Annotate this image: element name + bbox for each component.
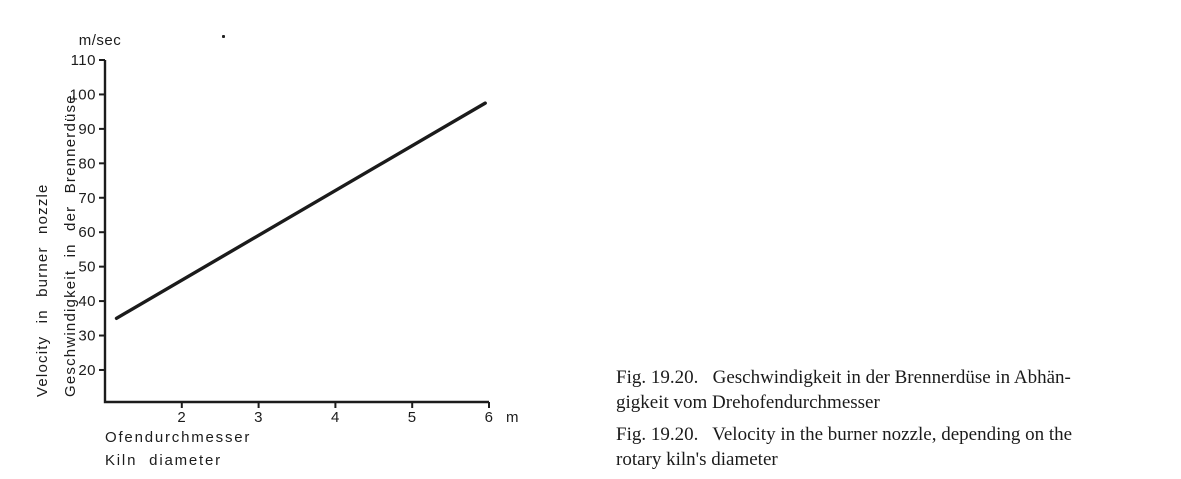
y-unit-label: m/sec	[79, 32, 122, 49]
kiln-velocity-chart: 20 30 40 50 60 70 80 90 100 110 2 3 4 5 6 m/sec m Velocit…	[0, 0, 560, 479]
x-tick-label: 4	[331, 409, 340, 426]
scan-speck	[222, 35, 225, 38]
caption-english: Fig. 19.20. Velocity in the burner nozzl…	[616, 422, 1176, 472]
figure-caption: Fig. 19.20. Geschwindigkeit in der Brenn…	[616, 365, 1176, 479]
y-tick-label: 80	[78, 155, 96, 172]
caption-line: Fig. 19.20. Velocity in the burner nozzl…	[616, 424, 1073, 445]
y-tick-label: 50	[78, 259, 96, 276]
chart-svg: 20 30 40 50 60 70 80 90 100 110 2 3 4 5 6 m/sec m Velocit…	[34, 32, 519, 469]
y-tick-label: 40	[78, 293, 96, 310]
y-tick-label: 110	[71, 52, 96, 69]
y-tick-label: 100	[69, 86, 96, 103]
y-axis-title-english: Velocity in burner nozzle	[34, 183, 51, 397]
y-tick-label: 30	[78, 328, 96, 345]
y-tick-label: 90	[78, 121, 96, 138]
x-unit-label: m	[506, 409, 519, 426]
x-tick-label: 2	[177, 409, 186, 426]
y-tick-label: 70	[78, 190, 96, 207]
data-line	[114, 101, 487, 320]
x-tick-label: 5	[408, 409, 417, 426]
caption-german: Fig. 19.20. Geschwindigkeit in der Brenn…	[616, 365, 1176, 415]
caption-line: gigkeit vom Drehofendurchmesser	[616, 392, 880, 413]
y-tick-label: 20	[78, 362, 96, 379]
y-axis-title-german: Geschwindigkeit in der Brennerdüse	[62, 94, 79, 397]
caption-line: rotary kiln's diameter	[616, 449, 778, 470]
x-tick-label: 3	[254, 409, 263, 426]
x-axis-title-english: Kiln diameter	[105, 452, 222, 469]
caption-line: Fig. 19.20. Geschwindigkeit in der Brenn…	[616, 367, 1071, 388]
x-axis-title-german: Ofendurchmesser	[105, 429, 251, 446]
y-tick-label: 60	[78, 224, 96, 241]
x-tick-label: 6	[485, 409, 494, 426]
axis-frame	[103, 60, 489, 404]
